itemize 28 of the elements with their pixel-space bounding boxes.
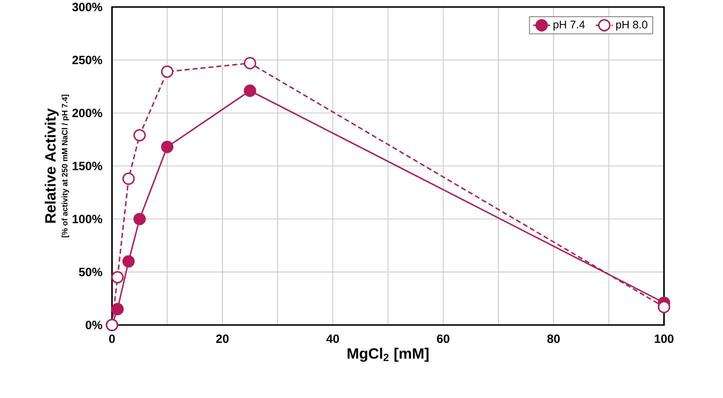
x-tick-label: 100 — [654, 334, 674, 343]
y-tick-label: 250% — [72, 56, 102, 64]
legend-label: pH 8.0 — [616, 20, 648, 31]
y-tick-label: 200% — [72, 108, 102, 118]
point — [244, 57, 256, 70]
y-tick-label: 0% — [86, 320, 102, 330]
y-tick-label: 100% — [72, 214, 102, 224]
point — [122, 172, 135, 185]
y-tick-label: 300% — [72, 2, 102, 12]
x-axis-title: MgCl$_{2}$ [mM] — [348, 348, 429, 362]
point — [111, 271, 124, 284]
x-tick-label: 40 — [326, 334, 339, 343]
point — [244, 84, 256, 97]
y-axis-title: Relative Activity — [44, 108, 59, 223]
point — [133, 212, 146, 226]
point — [161, 65, 174, 78]
x-tick-label: 20 — [216, 334, 229, 343]
point — [133, 129, 146, 142]
x-tick-label: 0 — [109, 334, 115, 343]
y-tick-label: 50% — [78, 268, 102, 276]
point — [658, 300, 670, 314]
point — [122, 255, 135, 268]
point — [161, 140, 174, 154]
legend-label: pH 7.4 — [554, 20, 585, 31]
x-tick-label: 60 — [436, 334, 450, 343]
y-tick-label: 150% — [72, 162, 102, 170]
point — [111, 302, 124, 316]
x-tick-label: 80 — [547, 334, 560, 343]
